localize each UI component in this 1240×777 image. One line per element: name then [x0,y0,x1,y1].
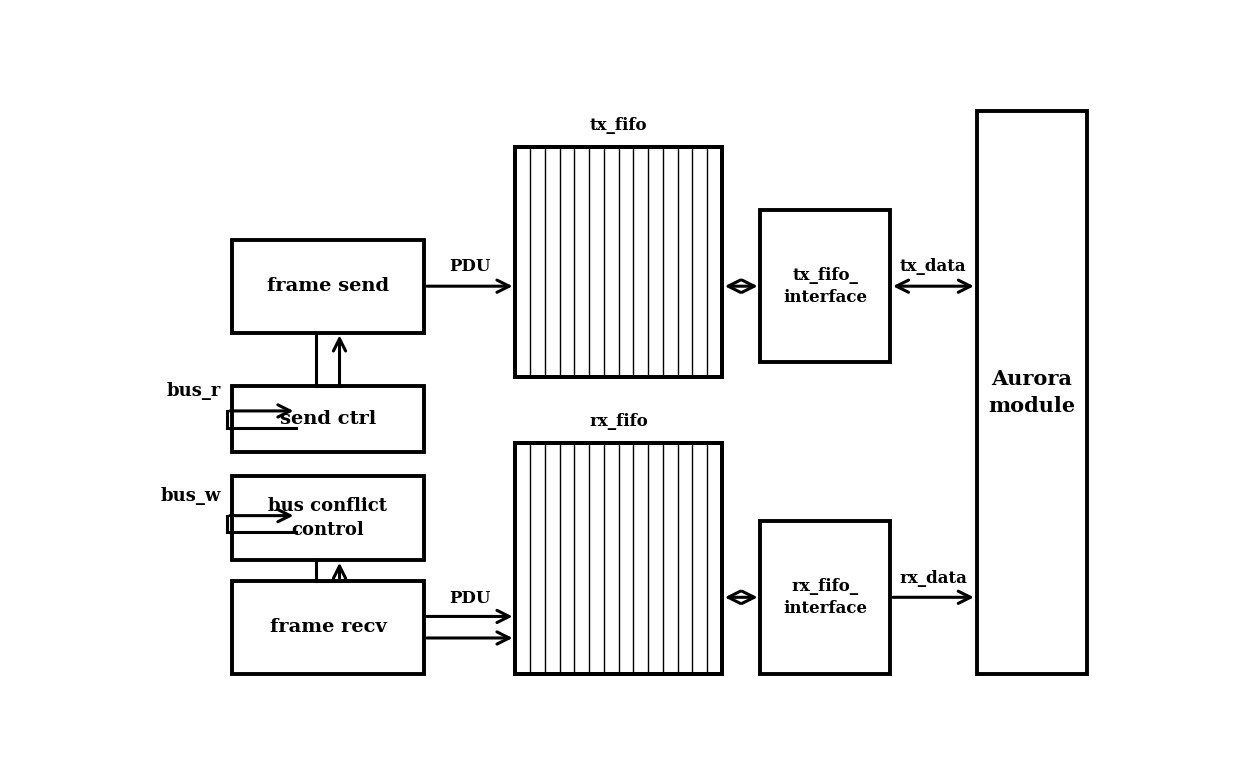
Text: bus_w: bus_w [161,487,221,505]
Text: rx_data: rx_data [899,570,967,587]
Bar [977,111,1087,674]
Bar [516,147,722,378]
Bar [232,240,424,333]
Text: PDU: PDU [449,259,491,275]
Text: tx_data: tx_data [900,259,967,275]
Bar [516,443,722,674]
Bar [516,443,722,674]
Bar [232,476,424,560]
Bar [232,386,424,452]
Text: tx_fifo: tx_fifo [590,117,647,134]
Text: PDU: PDU [449,590,491,607]
Bar [760,521,890,674]
Text: rx_fifo: rx_fifo [589,413,649,430]
Text: rx_fifo_
interface: rx_fifo_ interface [784,577,867,617]
Text: frame send: frame send [267,277,389,295]
Text: bus_r: bus_r [167,382,221,400]
Text: Aurora
module: Aurora module [988,369,1075,416]
Bar [760,210,890,362]
Text: bus conflict
control: bus conflict control [269,497,387,538]
Bar [232,581,424,674]
Text: send ctrl: send ctrl [280,410,376,428]
Text: frame recv: frame recv [269,618,387,636]
Text: tx_fifo_
interface: tx_fifo_ interface [784,267,867,306]
Bar [516,147,722,378]
